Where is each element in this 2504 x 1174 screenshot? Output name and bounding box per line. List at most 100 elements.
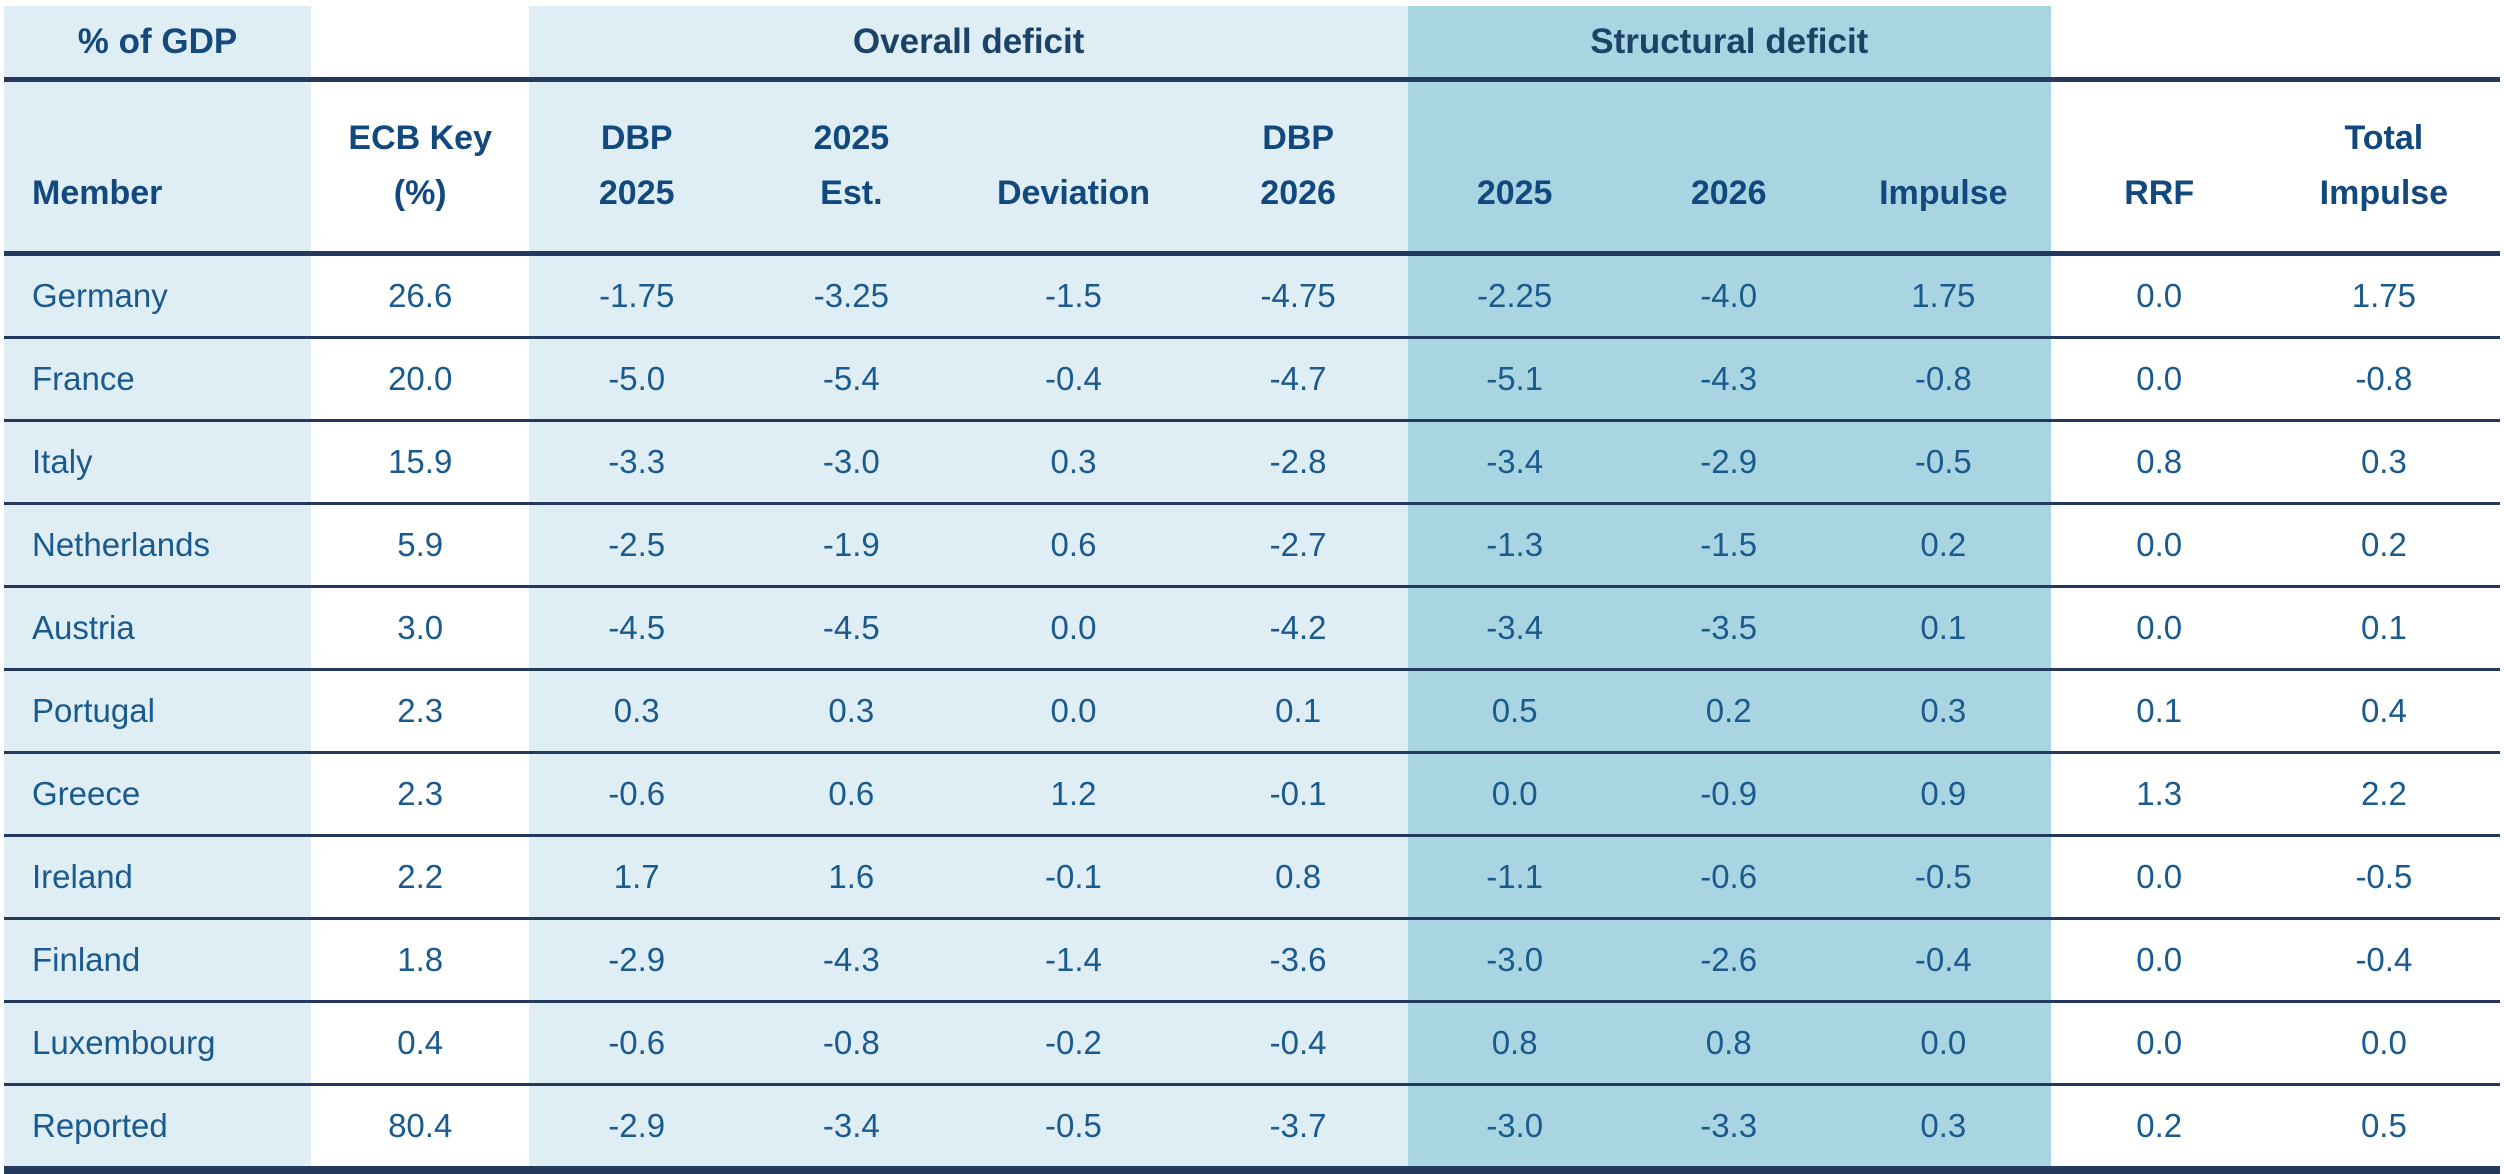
value-cell-total-impulse: 0.4 [2267,668,2500,753]
value-cell-2025-est: -0.8 [744,1000,959,1085]
value-cell-total-impulse: 0.0 [2267,1000,2500,1085]
member-cell: Netherlands [4,502,311,587]
value-cell-dbp-2025: -3.3 [529,419,745,504]
value-cell-impulse: 0.9 [1835,751,2051,836]
value-cell-dbp-2025: -2.9 [529,1083,745,1174]
value-cell-impulse: 0.3 [1835,668,2051,753]
column-header-rrf: RRF [2050,79,2268,256]
group-header-structural-deficit: Structural deficit [1407,6,2051,82]
value-cell-structural-2026: -2.6 [1621,917,1836,1002]
value-cell-total-impulse: 2.2 [2267,751,2500,836]
value-cell-ecb-key: 3.0 [311,585,530,670]
fiscal-deficit-table: % of GDP Overall deficit Structural defi… [4,6,2500,1174]
value-cell-dbp-2025: 1.7 [529,834,745,919]
value-cell-ecb-key: 5.9 [311,502,530,587]
member-cell: Greece [4,751,311,836]
value-cell-ecb-key: 1.8 [311,917,530,1002]
value-cell-rrf: 0.0 [2050,336,2268,421]
value-cell-structural-2025: -3.4 [1407,585,1622,670]
value-cell-total-impulse: 0.3 [2267,419,2500,504]
value-cell-impulse: -0.8 [1835,336,2051,421]
value-cell-2025-est: 1.6 [744,834,959,919]
value-cell-impulse: -0.4 [1835,917,2051,1002]
value-cell-2025-est: 0.6 [744,751,959,836]
value-cell-total-impulse: -0.5 [2267,834,2500,919]
value-cell-total-impulse: 0.2 [2267,502,2500,587]
table-row: Germany 26.6 -1.75 -3.25 -1.5 -4.75 -2.2… [4,253,2500,338]
value-cell-2025-est: -3.4 [744,1083,959,1174]
value-cell-rrf: 0.0 [2050,585,2268,670]
member-cell: France [4,336,311,421]
value-cell-ecb-key: 2.3 [311,668,530,753]
value-cell-structural-2025: -3.0 [1407,917,1622,1002]
value-cell-structural-2025: -2.25 [1407,253,1622,338]
value-cell-structural-2025: 0.0 [1407,751,1622,836]
value-cell-rrf: 1.3 [2050,751,2268,836]
value-cell-dbp-2026: -3.6 [1188,917,1408,1002]
value-cell-ecb-key: 26.6 [311,253,530,338]
value-cell-impulse: 0.3 [1835,1083,2051,1174]
value-cell-rrf: 0.2 [2050,1083,2268,1174]
value-cell-structural-2025: 0.5 [1407,668,1622,753]
table-body: Germany 26.6 -1.75 -3.25 -1.5 -4.75 -2.2… [4,253,2500,1174]
column-header-row: Member ECB Key (%) DBP 2025 2025 Est. De… [4,79,2500,256]
table-row: Portugal 2.3 0.3 0.3 0.0 0.1 0.5 0.2 0.3… [4,668,2500,753]
value-cell-dbp-2026: 0.1 [1188,668,1408,753]
table-row: Finland 1.8 -2.9 -4.3 -1.4 -3.6 -3.0 -2.… [4,917,2500,1002]
value-cell-rrf: 0.0 [2050,834,2268,919]
column-header-ecb-key: ECB Key (%) [311,79,530,256]
value-cell-deviation: -0.1 [958,834,1189,919]
value-cell-impulse: -0.5 [1835,834,2051,919]
value-cell-dbp-2026: -4.75 [1188,253,1408,338]
member-cell: Portugal [4,668,311,753]
value-cell-deviation: -1.5 [958,253,1189,338]
value-cell-deviation: -0.5 [958,1083,1189,1174]
value-cell-structural-2026: -4.0 [1621,253,1836,338]
value-cell-total-impulse: 0.1 [2267,585,2500,670]
value-cell-impulse: 0.2 [1835,502,2051,587]
value-cell-total-impulse: 1.75 [2267,253,2500,338]
value-cell-deviation: 0.0 [958,585,1189,670]
column-header-impulse: Impulse [1835,79,2051,256]
value-cell-total-impulse: -0.4 [2267,917,2500,1002]
column-header-deviation: Deviation [958,79,1189,256]
value-cell-rrf: 0.0 [2050,917,2268,1002]
group-header-overall-deficit: Overall deficit [529,6,1408,82]
value-cell-dbp-2026: -4.7 [1188,336,1408,421]
value-cell-dbp-2025: -2.9 [529,917,745,1002]
value-cell-rrf: 0.0 [2050,502,2268,587]
member-cell: Luxembourg [4,1000,311,1085]
value-cell-deviation: 0.6 [958,502,1189,587]
value-cell-dbp-2026: -0.4 [1188,1000,1408,1085]
value-cell-total-impulse: 0.5 [2267,1083,2500,1174]
value-cell-2025-est: -4.5 [744,585,959,670]
table-row: Netherlands 5.9 -2.5 -1.9 0.6 -2.7 -1.3 … [4,502,2500,587]
value-cell-deviation: -0.4 [958,336,1189,421]
value-cell-structural-2026: -1.5 [1621,502,1836,587]
value-cell-dbp-2025: -4.5 [529,585,745,670]
value-cell-deviation: 1.2 [958,751,1189,836]
column-header-struct-2025: 2025 [1407,79,1622,256]
value-cell-deviation: 0.3 [958,419,1189,504]
value-cell-dbp-2025: -5.0 [529,336,745,421]
value-cell-impulse: 1.75 [1835,253,2051,338]
table-row: Italy 15.9 -3.3 -3.0 0.3 -2.8 -3.4 -2.9 … [4,419,2500,504]
value-cell-dbp-2025: -0.6 [529,751,745,836]
column-header-total-impulse: Total Impulse [2267,79,2500,256]
table-row: France 20.0 -5.0 -5.4 -0.4 -4.7 -5.1 -4.… [4,336,2500,421]
table-row: Luxembourg 0.4 -0.6 -0.8 -0.2 -0.4 0.8 0… [4,1000,2500,1085]
value-cell-structural-2026: -0.6 [1621,834,1836,919]
value-cell-rrf: 0.0 [2050,1000,2268,1085]
spacer-cell [2050,6,2268,82]
column-header-dbp-2026: DBP 2026 [1188,79,1408,256]
value-cell-structural-2026: 0.8 [1621,1000,1836,1085]
value-cell-deviation: -1.4 [958,917,1189,1002]
value-cell-dbp-2026: -0.1 [1188,751,1408,836]
column-header-struct-2026: 2026 [1621,79,1836,256]
value-cell-impulse: 0.1 [1835,585,2051,670]
value-cell-dbp-2025: -2.5 [529,502,745,587]
value-cell-ecb-key: 80.4 [311,1083,530,1174]
value-cell-dbp-2026: -4.2 [1188,585,1408,670]
units-label: % of GDP [4,6,311,82]
